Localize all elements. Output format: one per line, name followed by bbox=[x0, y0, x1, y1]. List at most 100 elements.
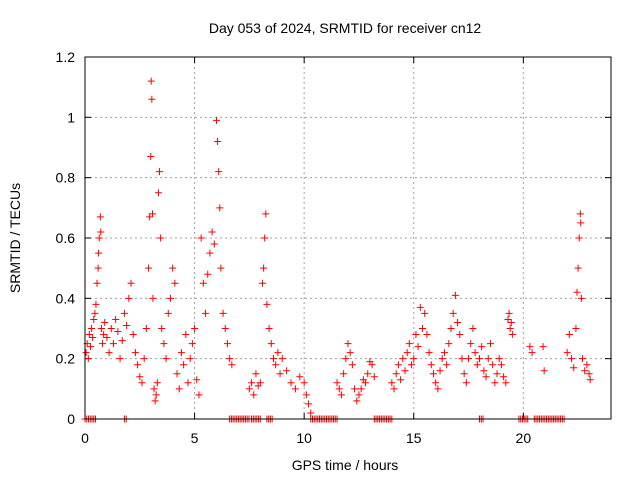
data-point bbox=[228, 361, 236, 369]
data-point bbox=[158, 325, 166, 332]
data-point bbox=[399, 355, 407, 363]
data-point bbox=[213, 116, 220, 124]
data-point bbox=[508, 331, 516, 339]
data-point bbox=[480, 367, 488, 375]
data-point bbox=[118, 337, 126, 345]
y-tick-label: 1 bbox=[67, 109, 75, 125]
data-point bbox=[482, 373, 490, 381]
data-point bbox=[412, 331, 420, 339]
data-point bbox=[478, 343, 486, 351]
data-point bbox=[397, 376, 405, 384]
data-point bbox=[152, 391, 160, 399]
data-point bbox=[256, 379, 264, 387]
data-point bbox=[462, 379, 470, 387]
data-point bbox=[169, 264, 177, 272]
data-point bbox=[489, 361, 497, 369]
data-point bbox=[245, 385, 253, 393]
data-point bbox=[357, 385, 365, 393]
data-point bbox=[575, 234, 583, 242]
data-point bbox=[581, 367, 589, 375]
data-point bbox=[97, 325, 105, 332]
data-point bbox=[274, 349, 282, 357]
data-point bbox=[210, 240, 218, 248]
data-point bbox=[164, 309, 172, 317]
data-point bbox=[414, 343, 422, 351]
data-point bbox=[204, 270, 212, 278]
y-tick-label: 0.4 bbox=[56, 290, 76, 306]
data-point bbox=[97, 228, 105, 236]
data-point bbox=[195, 391, 203, 399]
data-point bbox=[333, 379, 341, 387]
data-point bbox=[570, 364, 578, 372]
data-point bbox=[563, 349, 571, 357]
data-point bbox=[82, 349, 90, 357]
data-point bbox=[248, 379, 256, 387]
data-point bbox=[473, 361, 481, 369]
data-point bbox=[351, 385, 359, 393]
data-point bbox=[215, 168, 223, 176]
data-point bbox=[353, 397, 361, 405]
data-point bbox=[123, 321, 131, 329]
data-point bbox=[226, 355, 234, 363]
data-point bbox=[149, 294, 157, 302]
data-point bbox=[484, 355, 492, 363]
x-axis-label: GPS time / hours bbox=[292, 457, 399, 473]
data-point bbox=[346, 349, 354, 357]
data-point bbox=[344, 340, 352, 348]
data-point bbox=[278, 355, 286, 363]
data-point bbox=[451, 291, 459, 299]
data-point bbox=[96, 213, 104, 221]
data-point bbox=[162, 355, 170, 363]
data-point bbox=[95, 249, 103, 257]
x-tick-label: 20 bbox=[516, 430, 532, 446]
data-point bbox=[425, 349, 433, 357]
data-point bbox=[410, 355, 418, 363]
data-point bbox=[160, 340, 168, 348]
data-point bbox=[454, 318, 462, 326]
data-point bbox=[188, 340, 196, 348]
data-point bbox=[296, 373, 304, 381]
data-point bbox=[390, 385, 398, 393]
data-point bbox=[429, 370, 437, 378]
data-point bbox=[419, 325, 427, 332]
data-point bbox=[95, 234, 103, 242]
data-point bbox=[138, 379, 146, 387]
data-point bbox=[99, 340, 107, 348]
data-point bbox=[307, 409, 315, 417]
y-tick-label: 0.6 bbox=[56, 230, 76, 246]
data-point bbox=[572, 325, 580, 332]
data-point bbox=[583, 361, 591, 369]
data-point bbox=[436, 367, 444, 375]
data-point bbox=[142, 325, 150, 332]
data-point bbox=[579, 355, 587, 363]
data-point bbox=[456, 331, 464, 339]
data-point bbox=[156, 168, 164, 176]
data-point bbox=[432, 379, 440, 387]
data-point bbox=[221, 325, 229, 332]
x-tick-label: 15 bbox=[406, 430, 422, 446]
chart-title: Day 053 of 2024, SRMTID for receiver cn1… bbox=[209, 20, 482, 36]
data-point bbox=[267, 340, 275, 348]
data-point bbox=[84, 355, 92, 363]
data-point bbox=[186, 355, 194, 363]
data-point bbox=[401, 367, 409, 375]
x-tick-label: 5 bbox=[191, 430, 199, 446]
data-point bbox=[147, 153, 155, 161]
y-tick-label: 0.2 bbox=[56, 351, 76, 367]
data-point bbox=[216, 204, 224, 212]
data-point bbox=[100, 331, 108, 339]
data-point bbox=[103, 334, 111, 342]
data-point bbox=[469, 325, 477, 332]
data-point bbox=[348, 361, 356, 369]
data-point bbox=[423, 331, 431, 339]
data-point bbox=[421, 309, 429, 317]
data-point bbox=[114, 328, 122, 336]
data-point bbox=[394, 361, 402, 369]
data-point bbox=[136, 373, 144, 381]
y-axis-label: SRMTID / TECUs bbox=[7, 183, 23, 293]
data-point bbox=[447, 325, 455, 332]
data-point bbox=[283, 367, 291, 375]
data-point bbox=[355, 391, 363, 399]
data-point bbox=[150, 385, 158, 393]
data-point bbox=[491, 379, 499, 387]
